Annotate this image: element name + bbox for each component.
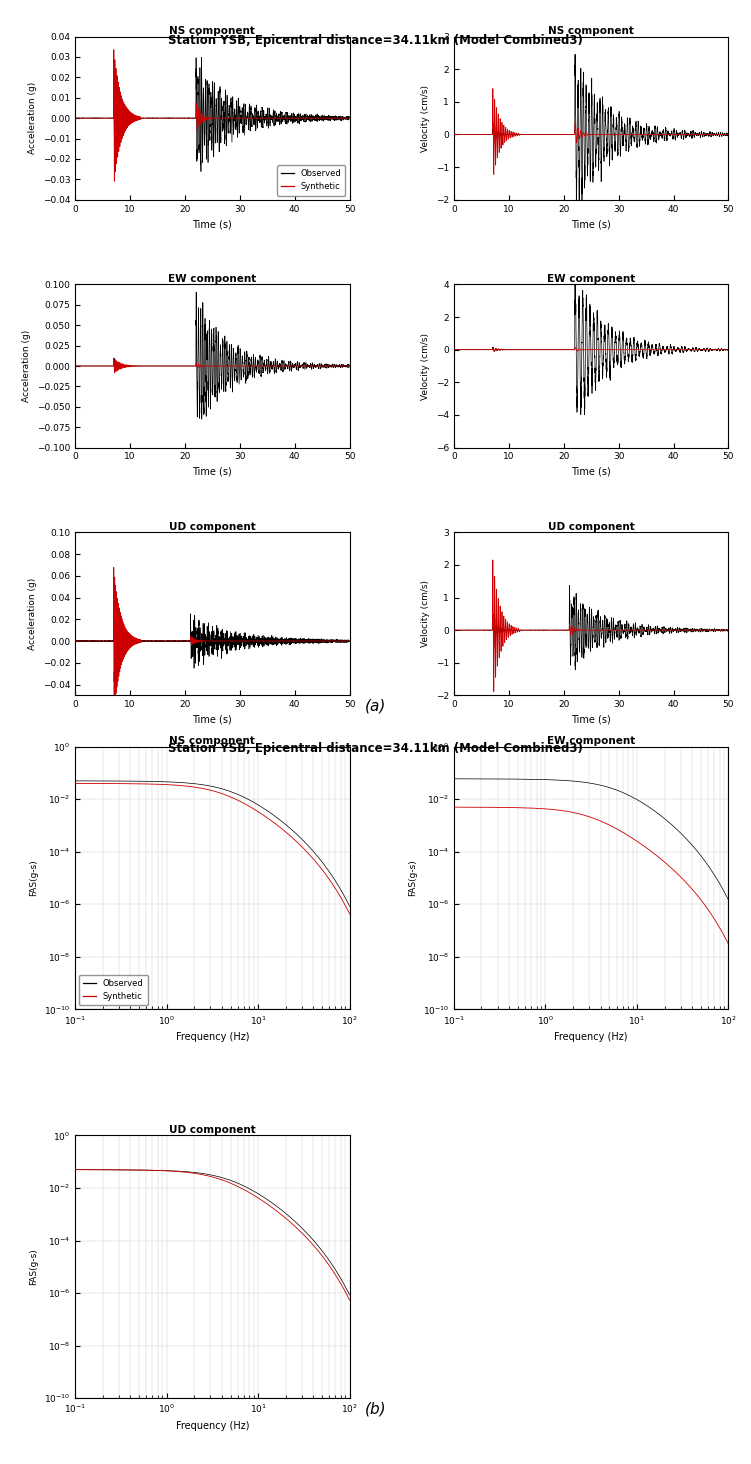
Text: (b): (b) bbox=[365, 1401, 386, 1416]
X-axis label: Time (s): Time (s) bbox=[192, 714, 232, 725]
Y-axis label: Velocity (cm/s): Velocity (cm/s) bbox=[421, 85, 430, 152]
X-axis label: Time (s): Time (s) bbox=[192, 467, 232, 477]
Y-axis label: Acceleration (g): Acceleration (g) bbox=[29, 578, 38, 650]
Title: EW component: EW component bbox=[168, 274, 257, 284]
X-axis label: Time (s): Time (s) bbox=[572, 467, 611, 477]
X-axis label: Time (s): Time (s) bbox=[192, 220, 232, 228]
Title: EW component: EW component bbox=[547, 736, 635, 745]
Text: Station YSB, Epicentral distance=34.11km (Model Combined3): Station YSB, Epicentral distance=34.11km… bbox=[168, 34, 583, 47]
Title: NS component: NS component bbox=[170, 26, 255, 35]
Legend: Observed, Synthetic: Observed, Synthetic bbox=[80, 975, 147, 1006]
Y-axis label: Acceleration (g): Acceleration (g) bbox=[28, 82, 37, 154]
Text: (a): (a) bbox=[365, 698, 386, 713]
Title: UD component: UD component bbox=[169, 521, 256, 531]
Y-axis label: FAS(g-s): FAS(g-s) bbox=[29, 859, 38, 896]
Title: EW component: EW component bbox=[547, 274, 635, 284]
Title: UD component: UD component bbox=[169, 1124, 256, 1135]
Y-axis label: Velocity (cm/s): Velocity (cm/s) bbox=[421, 332, 430, 400]
X-axis label: Time (s): Time (s) bbox=[572, 714, 611, 725]
Y-axis label: FAS(g-s): FAS(g-s) bbox=[29, 1249, 38, 1285]
X-axis label: Frequency (Hz): Frequency (Hz) bbox=[176, 1422, 249, 1430]
Y-axis label: FAS(g-s): FAS(g-s) bbox=[408, 859, 417, 896]
X-axis label: Frequency (Hz): Frequency (Hz) bbox=[176, 1032, 249, 1042]
Y-axis label: Acceleration (g): Acceleration (g) bbox=[23, 329, 32, 403]
Text: Station YSB, Epicentral distance=34.11km (Model Combined3): Station YSB, Epicentral distance=34.11km… bbox=[168, 742, 583, 755]
Legend: Observed, Synthetic: Observed, Synthetic bbox=[277, 165, 345, 196]
Title: NS component: NS component bbox=[170, 736, 255, 745]
X-axis label: Frequency (Hz): Frequency (Hz) bbox=[554, 1032, 628, 1042]
Title: UD component: UD component bbox=[547, 521, 635, 531]
Title: NS component: NS component bbox=[548, 26, 634, 35]
Y-axis label: Velocity (cm/s): Velocity (cm/s) bbox=[421, 580, 430, 647]
X-axis label: Time (s): Time (s) bbox=[572, 220, 611, 228]
